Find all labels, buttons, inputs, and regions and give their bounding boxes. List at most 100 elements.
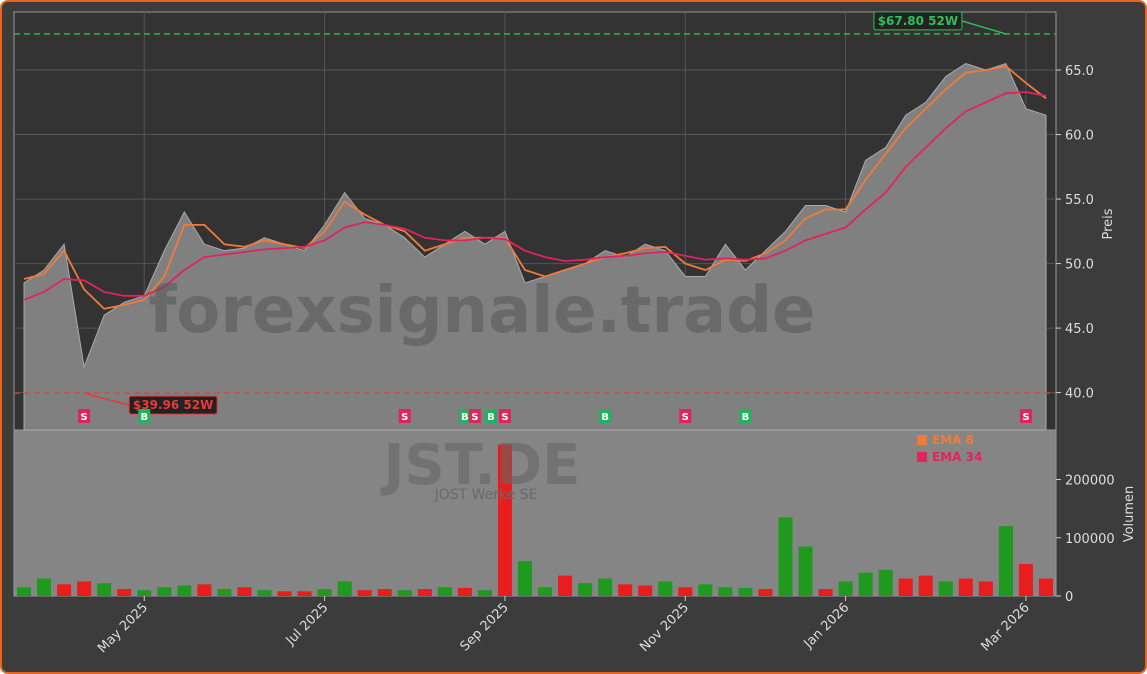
volume-bar — [317, 589, 332, 596]
volume-bar — [197, 584, 212, 596]
volume-panel — [13, 429, 1057, 597]
volume-bar — [858, 572, 873, 596]
signal-label: S — [1022, 412, 1029, 423]
volume-bar — [277, 591, 292, 596]
x-tick-label: Mar 2026 — [979, 600, 1033, 654]
volume-bar — [738, 587, 753, 596]
volume-bar — [958, 578, 973, 596]
volume-bar — [337, 581, 352, 596]
signal-label: B — [461, 412, 469, 423]
volume-bar — [117, 589, 132, 596]
y2-tick-label: 0 — [1065, 590, 1073, 605]
volume-bar — [798, 546, 813, 596]
legend-label: EMA 8 — [932, 433, 974, 447]
volume-bar — [37, 578, 52, 596]
volume-bar — [257, 590, 272, 596]
volume-bar — [137, 590, 152, 596]
volume-bar — [97, 583, 112, 596]
volume-bar — [77, 581, 92, 596]
annotation-label: $67.80 52W — [878, 14, 958, 28]
volume-bar — [778, 517, 793, 596]
y-tick-label: 50.0 — [1065, 258, 1094, 273]
signal-label: B — [140, 412, 148, 423]
signal-label: S — [471, 412, 478, 423]
volume-bar — [558, 575, 573, 596]
signal-marker — [599, 409, 612, 423]
x-tick-label: Jan 2026 — [801, 600, 853, 652]
volume-bar — [497, 444, 512, 596]
volume-bar — [477, 590, 492, 596]
watermark: forexsignale.trade — [149, 274, 816, 348]
ema-line — [23, 91, 1047, 301]
volume-bar — [397, 590, 412, 596]
volume-bar — [678, 587, 693, 596]
y-tick-label: 40.0 — [1065, 387, 1094, 402]
ema-line — [23, 65, 1047, 310]
signal-label: B — [601, 412, 609, 423]
volume-bar — [437, 587, 452, 596]
signal-marker — [398, 409, 411, 423]
y-axis-label: Preis — [1101, 208, 1116, 239]
signal-marker — [739, 409, 752, 423]
signal-label: S — [682, 412, 689, 423]
y-tick-label: 65.0 — [1065, 64, 1094, 79]
y2-tick-label: 100000 — [1065, 532, 1115, 547]
volume-bar — [838, 581, 853, 596]
y-tick-label: 60.0 — [1065, 129, 1094, 144]
volume-bar — [878, 569, 893, 596]
y2-tick-label: 200000 — [1065, 474, 1115, 489]
signal-marker — [138, 409, 151, 423]
volume-bar — [698, 584, 713, 596]
signal-marker — [1019, 409, 1032, 423]
annotation-box — [128, 395, 218, 415]
ticker: JST.DE — [380, 433, 581, 498]
volume-bar — [978, 581, 993, 596]
signal-label: S — [401, 412, 408, 423]
signal-marker — [468, 409, 481, 423]
volume-bar — [357, 590, 372, 596]
volume-bar — [718, 587, 733, 596]
x-tick-label: Jul 2025 — [283, 600, 332, 649]
signal-marker — [78, 409, 91, 423]
volume-bar — [918, 575, 933, 596]
volume-bar — [217, 589, 232, 596]
volume-bar — [457, 587, 472, 596]
signal-label: S — [501, 412, 508, 423]
signal-marker — [679, 409, 692, 423]
volume-bar — [818, 589, 833, 596]
signal-marker — [498, 409, 511, 423]
volume-bar — [538, 587, 553, 596]
signal-marker — [458, 409, 471, 423]
volume-bar — [598, 578, 613, 596]
x-tick-label: Sep 2025 — [458, 600, 512, 654]
x-tick-label: May 2025 — [95, 600, 151, 656]
volume-bar — [998, 526, 1013, 596]
volume-bar — [758, 589, 773, 596]
signal-label: B — [742, 412, 750, 423]
signal-label: S — [81, 412, 88, 423]
volume-bar — [417, 589, 432, 596]
signal-marker — [484, 409, 497, 423]
annotation-label: $39.96 52W — [133, 398, 213, 412]
annotation-arrow — [961, 20, 1007, 35]
volume-bar — [938, 581, 953, 596]
volume-bar — [658, 581, 673, 596]
volume-bar — [157, 587, 172, 596]
y-tick-label: 55.0 — [1065, 193, 1094, 208]
volume-bar — [1018, 563, 1033, 596]
legend-swatch — [917, 452, 927, 462]
y2-axis-label: Volumen — [1122, 486, 1137, 543]
volume-bar — [57, 584, 72, 596]
volume-bar — [517, 561, 532, 596]
annotation-arrow — [83, 392, 130, 406]
legend-label: EMA 34 — [932, 450, 982, 464]
x-tick-label: Nov 2025 — [637, 600, 692, 655]
volume-bar — [638, 585, 653, 596]
volume-bar — [17, 587, 32, 596]
legend-swatch — [917, 435, 927, 445]
volume-bar — [898, 578, 913, 596]
signal-label: B — [487, 412, 495, 423]
